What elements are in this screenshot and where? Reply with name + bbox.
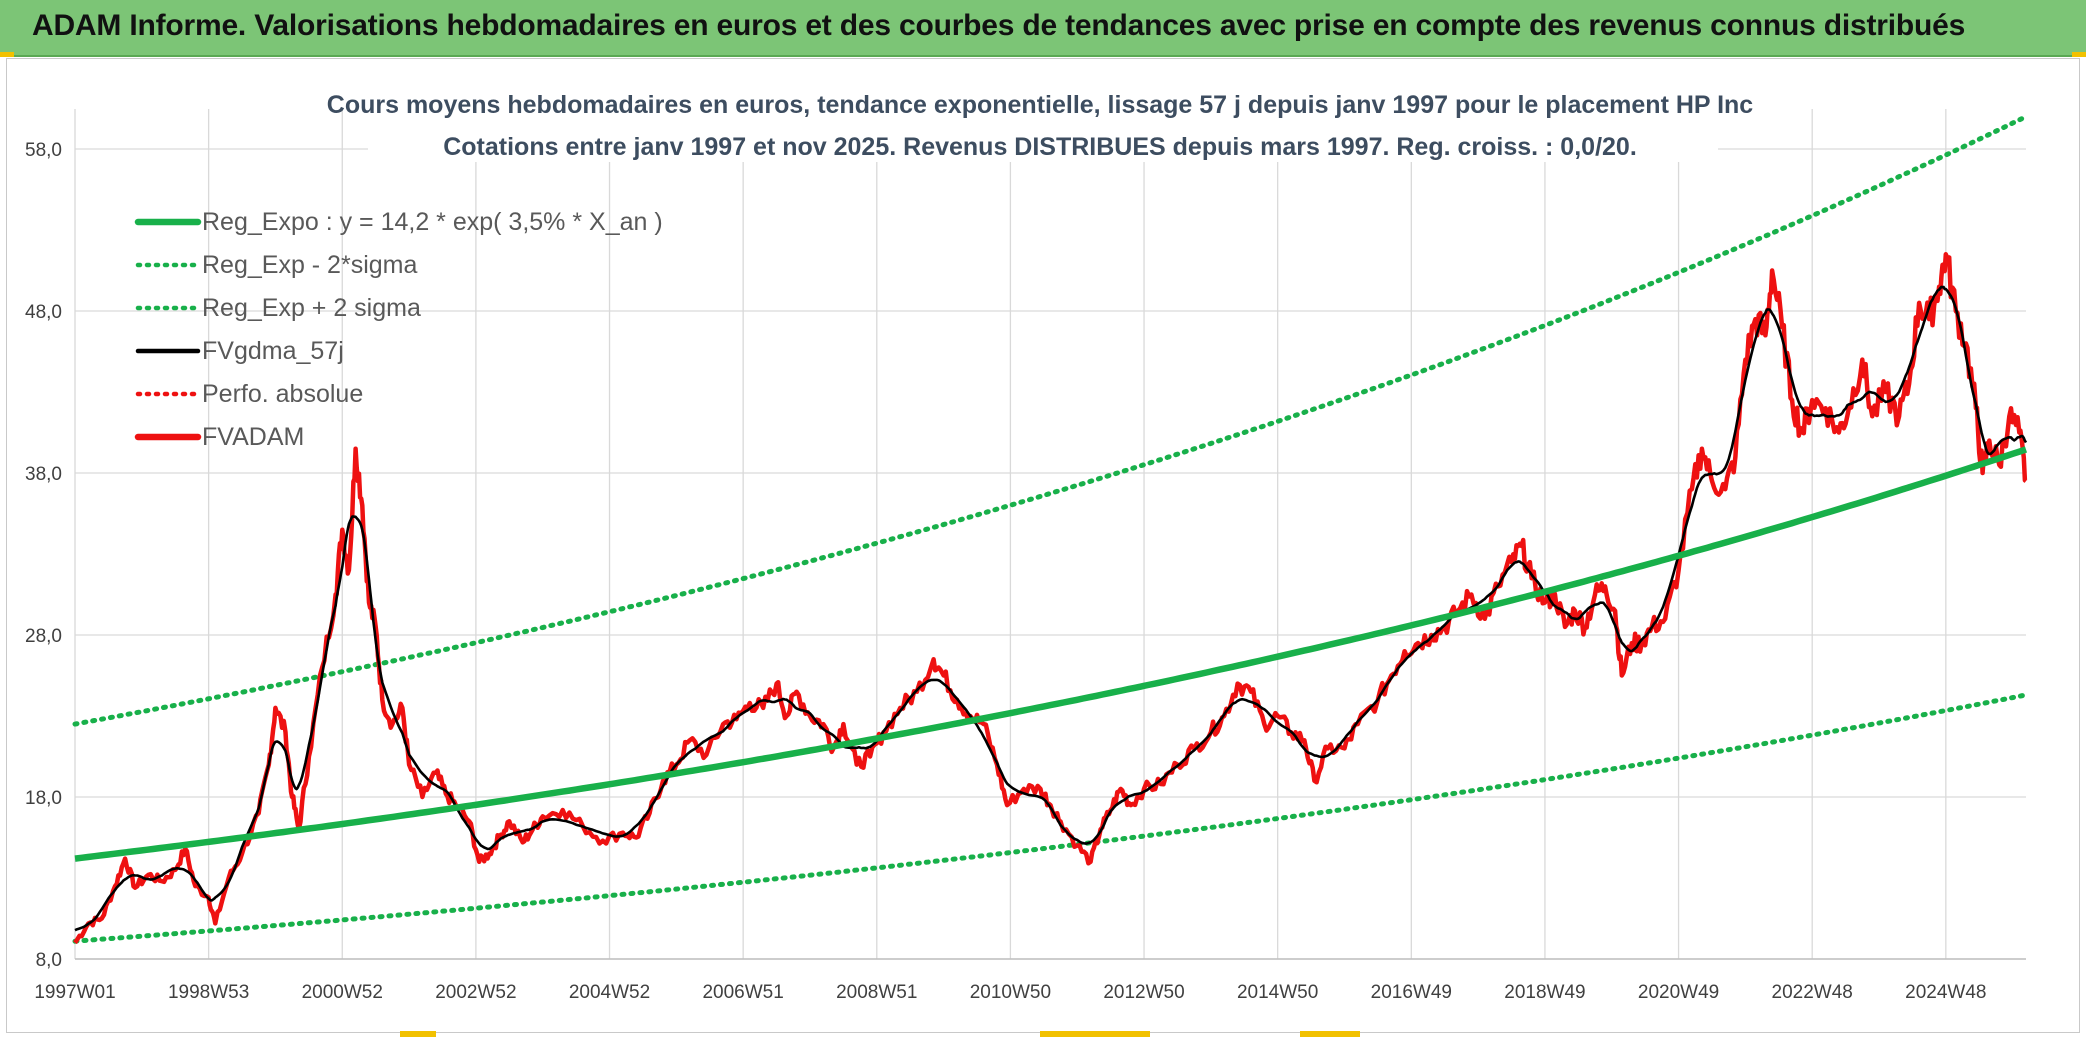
bottom-accent-1 — [400, 1031, 436, 1037]
chart-title: Cours moyens hebdomadaires en euros, ten… — [327, 84, 1754, 162]
x-tick-label: 1998W53 — [168, 982, 249, 1003]
x-tick-label: 2014W50 — [1237, 982, 1318, 1003]
legend: Reg_Expo : y = 14,2 * exp( 3,5% * X_an )… — [134, 208, 663, 451]
series-layer — [72, 114, 2029, 945]
chart-title-line-1: Cours moyens hebdomadaires en euros, ten… — [327, 91, 1754, 119]
legend-label-3: FVgdma_57j — [202, 337, 344, 365]
series-fvadam — [73, 252, 2028, 945]
y-tick-label: 58,0 — [25, 140, 62, 161]
x-tick-label: 1997W01 — [34, 982, 115, 1003]
legend-label-0: Reg_Expo : y = 14,2 * exp( 3,5% * X_an ) — [202, 208, 663, 236]
x-tick-label: 2022W48 — [1772, 982, 1853, 1003]
y-tick-label: 18,0 — [25, 788, 62, 809]
x-tick-label: 2010W50 — [970, 982, 1051, 1003]
header-corner-accent-right — [2072, 52, 2086, 57]
x-tick-label: 2016W49 — [1371, 982, 1452, 1003]
x-tick-label: 2018W49 — [1504, 982, 1585, 1003]
x-tick-label: 2004W52 — [569, 982, 650, 1003]
title-background — [368, 84, 1718, 162]
x-tick-label: 2024W48 — [1905, 982, 1986, 1003]
x-tick-label: 2020W49 — [1638, 982, 1719, 1003]
x-tick-label: 2012W50 — [1103, 982, 1184, 1003]
y-tick-label: 8,0 — [36, 950, 62, 971]
header-title: ADAM Informe. Valorisations hebdomadaire… — [32, 9, 1966, 42]
y-tick-label: 48,0 — [25, 302, 62, 323]
grid-lines — [74, 109, 2026, 960]
y-tick-label: 38,0 — [25, 464, 62, 485]
series-fvgdma-57j — [74, 285, 2028, 932]
x-tick-label: 2000W52 — [302, 982, 383, 1003]
axis-labels: 58,0 48,0 38,0 28,0 18,0 8,0 1997W01 1998W53 200… — [25, 140, 1986, 1003]
legend-label-5: FVADAM — [202, 423, 304, 451]
x-tick-label: 2008W51 — [836, 982, 917, 1003]
series-reg-expo — [74, 446, 2028, 862]
bottom-accent-2 — [1040, 1031, 1150, 1037]
bottom-accent-3 — [1300, 1031, 1360, 1037]
legend-label-1: Reg_Exp - 2*sigma — [202, 251, 417, 279]
x-tick-label: 2002W52 — [435, 982, 516, 1003]
legend-label-2: Reg_Exp + 2 sigma — [202, 294, 421, 322]
header-banner: ADAM Informe. Valorisations hebdomadaire… — [0, 0, 2086, 57]
y-tick-label: 28,0 — [25, 626, 62, 647]
chart-title-line-2: Cotations entre janv 1997 et nov 2025. R… — [443, 133, 1637, 161]
x-tick-label: 2006W51 — [702, 982, 783, 1003]
header-corner-accent-left — [0, 52, 14, 57]
legend-label-4: Perfo. absolue — [202, 380, 363, 408]
series-reg-minus-2sigma — [72, 692, 2029, 944]
series-reg-plus-2sigma — [72, 114, 2029, 727]
